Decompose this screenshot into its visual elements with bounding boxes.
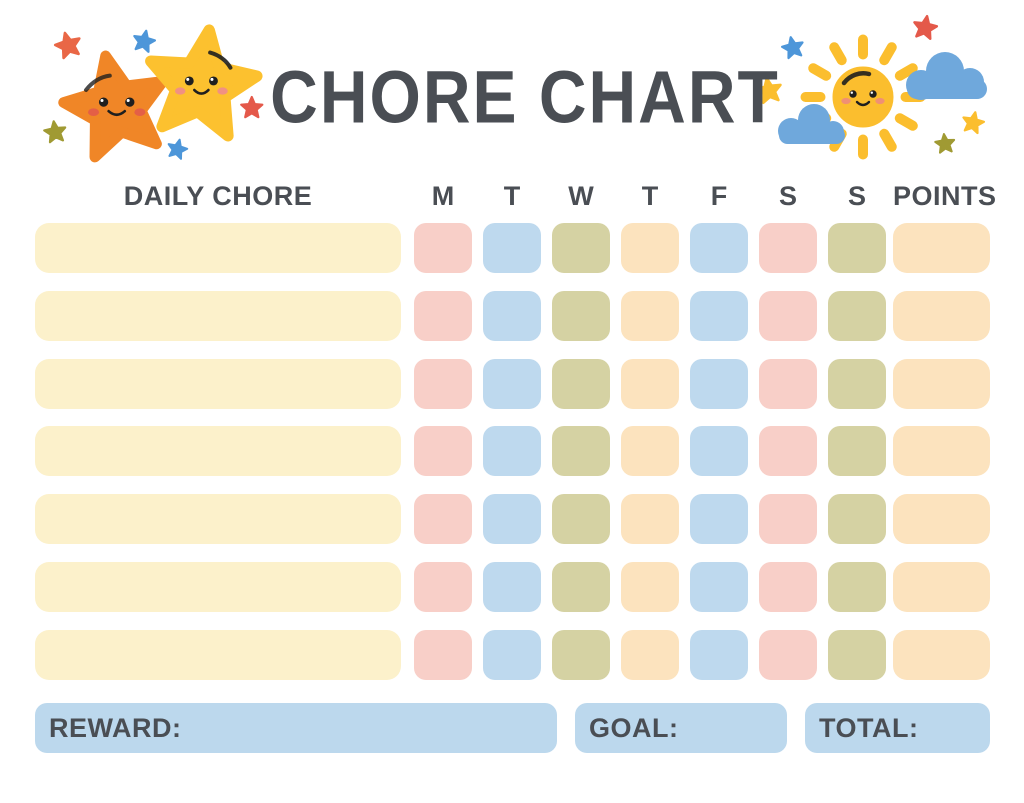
points-cell-row4 — [893, 426, 990, 476]
points-cell-row1 — [893, 223, 990, 273]
day-header-2: T — [503, 181, 521, 211]
chore-cell-row6 — [35, 562, 401, 612]
day-cell-row7-day7 — [828, 630, 886, 680]
yellow-star-icon — [142, 23, 262, 139]
reward-label: REWARD: — [49, 713, 182, 743]
day-cell-row4-day6 — [759, 426, 817, 476]
day-cell-row4-day2 — [483, 426, 541, 476]
total-box: TOTAL: — [805, 703, 990, 753]
day-cell-row7-day2 — [483, 630, 541, 680]
day-cell-row4-day4 — [621, 426, 679, 476]
day-cell-row3-day5 — [690, 359, 748, 409]
small-blue-star-icon — [130, 27, 158, 54]
day-cell-row6-day2 — [483, 562, 541, 612]
day-cell-row5-day7 — [828, 494, 886, 544]
day-cell-row7-day1 — [414, 630, 472, 680]
day-cell-row3-day7 — [828, 359, 886, 409]
day-cell-row1-day4 — [621, 223, 679, 273]
chore-cell-row5 — [35, 494, 401, 544]
small-yellow-star-icon — [959, 108, 987, 135]
sun-clouds-decoration — [755, 13, 987, 160]
day-cell-row6-day7 — [828, 562, 886, 612]
day-cell-row6-day6 — [759, 562, 817, 612]
reward-box: REWARD: — [35, 703, 557, 753]
day-cell-row2-day5 — [690, 291, 748, 341]
day-cell-row5-day4 — [621, 494, 679, 544]
day-cell-row3-day4 — [621, 359, 679, 409]
day-cell-row1-day1 — [414, 223, 472, 273]
goal-box: GOAL: — [575, 703, 787, 753]
day-cell-row2-day2 — [483, 291, 541, 341]
day-header-3: W — [568, 181, 594, 211]
day-cell-row2-day7 — [828, 291, 886, 341]
day-cell-row3-day3 — [552, 359, 610, 409]
points-header: POINTS — [893, 181, 997, 211]
day-cell-row7-day3 — [552, 630, 610, 680]
day-cell-row2-day6 — [759, 291, 817, 341]
day-cell-row2-day4 — [621, 291, 679, 341]
goal-label: GOAL: — [589, 713, 679, 743]
day-cell-row5-day5 — [690, 494, 748, 544]
total-label: TOTAL: — [819, 713, 919, 743]
day-cell-row2-day3 — [552, 291, 610, 341]
day-cell-row6-day1 — [414, 562, 472, 612]
day-cell-row4-day5 — [690, 426, 748, 476]
small-blue-star-icon — [164, 136, 190, 161]
small-orange-star-icon — [51, 28, 85, 61]
day-cell-row4-day7 — [828, 426, 886, 476]
chore-cell-row4 — [35, 426, 401, 476]
day-cell-row2-day1 — [414, 291, 472, 341]
chore-cell-row3 — [35, 359, 401, 409]
points-cell-row6 — [893, 562, 990, 612]
day-cell-row6-day3 — [552, 562, 610, 612]
day-header-6: S — [778, 181, 797, 211]
day-cell-row1-day7 — [828, 223, 886, 273]
day-header-5: F — [710, 181, 728, 211]
daily-chore-header: DAILY CHORE — [123, 181, 313, 211]
day-cell-row4-day1 — [414, 426, 472, 476]
points-cell-row3 — [893, 359, 990, 409]
day-cell-row1-day2 — [483, 223, 541, 273]
points-cell-row7 — [893, 630, 990, 680]
day-cell-row7-day5 — [690, 630, 748, 680]
chore-cell-row7 — [35, 630, 401, 680]
points-cell-row5 — [893, 494, 990, 544]
day-cell-row6-day4 — [621, 562, 679, 612]
small-olive-star-icon — [933, 132, 957, 155]
day-header-7: S — [847, 181, 866, 211]
day-cell-row6-day5 — [690, 562, 748, 612]
smiling-stars-decoration — [42, 10, 280, 167]
chore-cell-row2 — [35, 291, 401, 341]
day-cell-row1-day3 — [552, 223, 610, 273]
day-cell-row3-day6 — [759, 359, 817, 409]
day-cell-row4-day3 — [552, 426, 610, 476]
day-cell-row3-day1 — [414, 359, 472, 409]
cloud-icon — [906, 52, 987, 100]
small-red-star-icon — [910, 13, 940, 41]
day-cell-row5-day1 — [414, 494, 472, 544]
cloud-icon — [778, 104, 845, 144]
chore-cell-row1 — [35, 223, 401, 273]
day-cell-row7-day6 — [759, 630, 817, 680]
day-cell-row1-day5 — [690, 223, 748, 273]
points-cell-row2 — [893, 291, 990, 341]
day-cell-row5-day6 — [759, 494, 817, 544]
day-cell-row5-day3 — [552, 494, 610, 544]
day-cell-row3-day2 — [483, 359, 541, 409]
day-header-4: T — [641, 181, 659, 211]
day-cell-row1-day6 — [759, 223, 817, 273]
day-cell-row7-day4 — [621, 630, 679, 680]
day-header-1: M — [431, 181, 455, 211]
small-olive-star-icon — [42, 118, 69, 144]
page-title: CHORE CHART — [270, 55, 780, 139]
orange-star-icon — [56, 45, 175, 161]
day-cell-row5-day2 — [483, 494, 541, 544]
